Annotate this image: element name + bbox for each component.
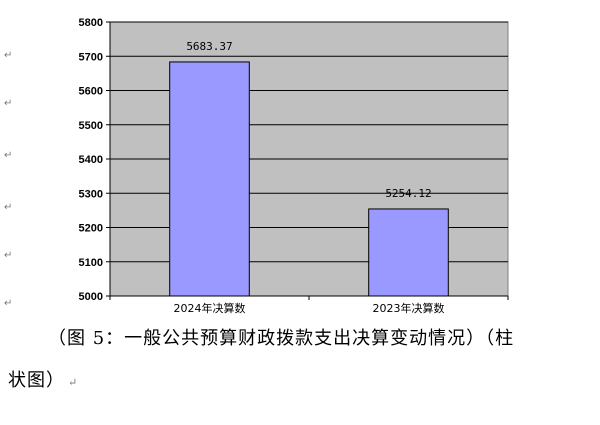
y-axis: 5000 5100 5200 5300 5400 5500 5600 5700 5800 — [79, 17, 111, 303]
paragraph-mark: ↵ — [4, 98, 13, 109]
y-tick-label: 5500 — [79, 120, 103, 132]
paragraph-mark: ↵ — [4, 298, 13, 309]
caption-line-2: 状图） — [8, 370, 65, 391]
bar — [169, 61, 250, 297]
paragraph-mark: ↵ — [4, 250, 13, 261]
y-tick-label: 5100 — [79, 257, 103, 269]
y-tick-label: 5200 — [79, 223, 103, 235]
x-tick-label: 2023年决算数 — [373, 301, 445, 315]
paragraph-mark: ↵ — [4, 150, 13, 161]
bars: 5683.37 5254.12 — [169, 40, 449, 297]
y-tick-label: 5400 — [79, 154, 103, 166]
bar — [368, 208, 449, 297]
figure-caption: （图 5：一般公共预算财政拨款支出决算变动情况）（柱 状图） ↵ — [8, 318, 593, 404]
y-tick-label: 5300 — [79, 188, 103, 200]
y-tick-label: 5000 — [79, 291, 103, 303]
y-tick-label: 5700 — [79, 51, 103, 63]
data-label: 5683.37 — [186, 40, 232, 53]
caption-line-1: （图 5：一般公共预算财政拨款支出决算变动情况）（柱 — [48, 328, 515, 349]
paragraph-mark: ↵ — [4, 202, 13, 213]
x-axis: 2024年决算数 2023年决算数 — [109, 295, 509, 315]
y-tick-label: 5800 — [79, 17, 103, 29]
bar-chart: 5000 5100 5200 5300 5400 5500 5600 5700 5800 568… — [79, 17, 509, 315]
paragraph-mark: ↵ — [4, 50, 13, 61]
data-label: 5254.12 — [385, 187, 431, 200]
y-tick-label: 5600 — [79, 86, 103, 98]
paragraph-mark: ↵ — [68, 376, 79, 389]
x-tick-label: 2024年决算数 — [174, 301, 246, 315]
